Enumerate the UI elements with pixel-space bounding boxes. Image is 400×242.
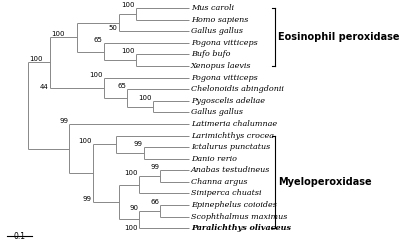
Text: 90: 90	[129, 205, 138, 211]
Text: Scophthalmus maximus: Scophthalmus maximus	[191, 212, 287, 220]
Text: Epinephelus coioides: Epinephelus coioides	[191, 201, 277, 209]
Text: 50: 50	[108, 25, 117, 31]
Text: Siniperca chuatsi: Siniperca chuatsi	[191, 189, 262, 197]
Text: 99: 99	[83, 196, 92, 202]
Text: Pogona vitticeps: Pogona vitticeps	[191, 74, 258, 82]
Text: 99: 99	[134, 141, 143, 147]
Text: Paralichthys olivaceus: Paralichthys olivaceus	[191, 224, 291, 232]
Text: Xenopus laevis: Xenopus laevis	[191, 62, 252, 70]
Text: 100: 100	[125, 225, 138, 231]
Text: 100: 100	[125, 170, 138, 176]
Text: Gallus gallus: Gallus gallus	[191, 27, 243, 35]
Text: Chelonoidis abingdonii: Chelonoidis abingdonii	[191, 85, 284, 93]
Text: 100: 100	[89, 72, 102, 78]
Text: Pygoscelis adeliae: Pygoscelis adeliae	[191, 97, 265, 105]
Text: 99: 99	[150, 164, 159, 170]
Text: Larimichthys crocea: Larimichthys crocea	[191, 131, 274, 139]
Text: 65: 65	[117, 83, 126, 89]
Text: 99: 99	[59, 118, 68, 124]
Text: Myeloperoxidase: Myeloperoxidase	[278, 177, 372, 187]
Text: Mus caroli: Mus caroli	[191, 4, 234, 12]
Text: Eosinophil peroxidase: Eosinophil peroxidase	[278, 32, 400, 42]
Text: Pogona vitticeps: Pogona vitticeps	[191, 39, 258, 47]
Text: Danio rerio: Danio rerio	[191, 155, 237, 163]
Text: Ictalurus punctatus: Ictalurus punctatus	[191, 143, 270, 151]
Text: 65: 65	[94, 37, 102, 43]
Text: Anabas testudineus: Anabas testudineus	[191, 166, 270, 174]
Text: Bufo bufo: Bufo bufo	[191, 51, 230, 59]
Text: 100: 100	[122, 48, 135, 54]
Text: 100: 100	[138, 95, 152, 101]
Text: 44: 44	[40, 84, 49, 90]
Text: 100: 100	[51, 31, 65, 37]
Text: Channa argus: Channa argus	[191, 178, 248, 186]
Text: 100: 100	[78, 138, 92, 144]
Text: Gallus gallus: Gallus gallus	[191, 108, 243, 116]
Text: 100: 100	[29, 56, 42, 62]
Text: Homo sapiens: Homo sapiens	[191, 16, 248, 24]
Text: Latimeria chalumnae: Latimeria chalumnae	[191, 120, 277, 128]
Text: 66: 66	[150, 199, 159, 205]
Text: 100: 100	[122, 2, 135, 8]
Text: 0.1: 0.1	[13, 232, 25, 241]
